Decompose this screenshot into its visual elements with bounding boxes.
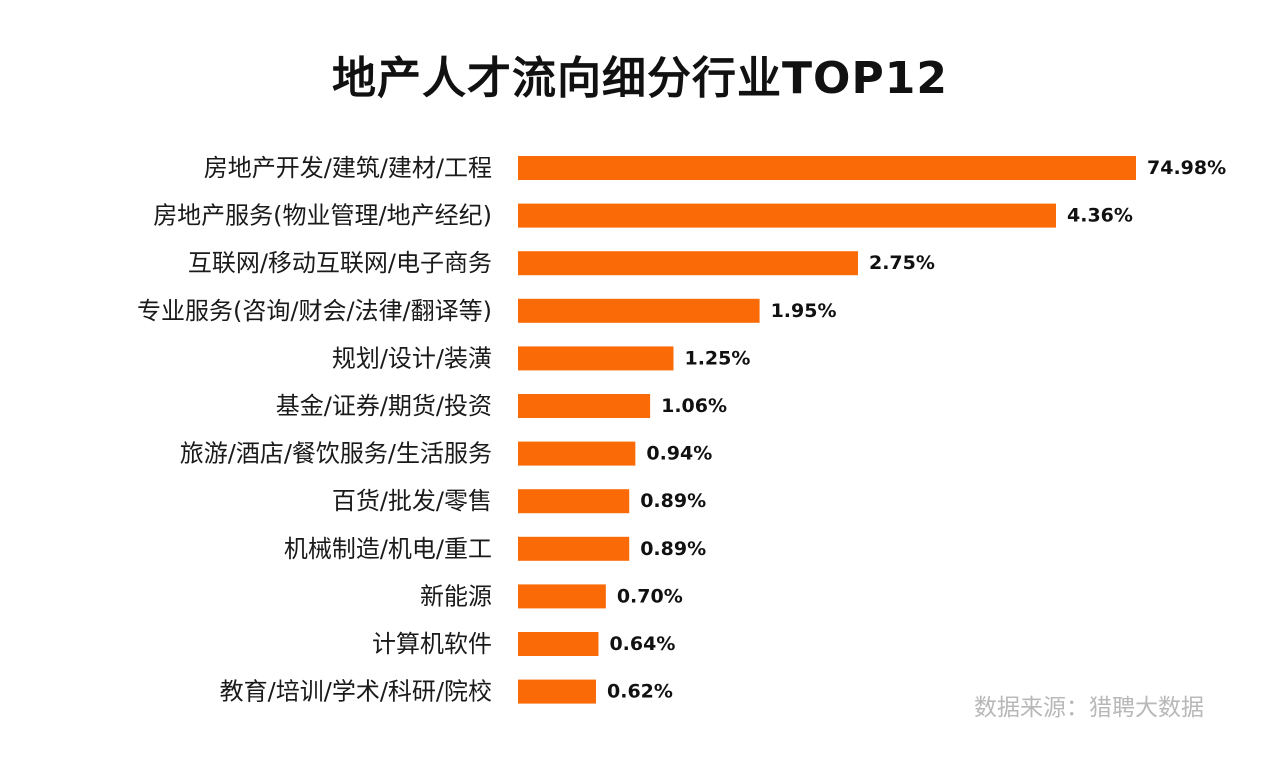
bar bbox=[518, 441, 636, 466]
category-label: 房地产开发/建筑/建材/工程 bbox=[204, 154, 492, 182]
category-label: 互联网/移动互联网/电子商务 bbox=[188, 249, 492, 277]
value-label: 0.89% bbox=[640, 538, 706, 560]
category-label: 规划/设计/装潢 bbox=[332, 344, 492, 372]
bar bbox=[518, 632, 599, 656]
value-label: 2.75% bbox=[869, 252, 935, 274]
category-label: 房地产服务(物业管理/地产经纪) bbox=[153, 202, 492, 230]
value-label: 1.06% bbox=[661, 395, 727, 417]
value-label: 1.25% bbox=[684, 347, 750, 369]
bar bbox=[518, 346, 674, 371]
bar bbox=[518, 203, 1056, 228]
category-label: 旅游/酒店/餐饮服务/生活服务 bbox=[180, 440, 492, 468]
chart-title: 地产人才流向细分行业TOP12 bbox=[332, 53, 948, 104]
value-label: 74.98% bbox=[1147, 157, 1226, 179]
category-label: 专业服务(咨询/财会/法律/翻译等) bbox=[137, 297, 492, 325]
value-label: 1.95% bbox=[771, 300, 837, 322]
bar bbox=[518, 251, 858, 276]
bar bbox=[518, 489, 630, 514]
category-label: 机械制造/机电/重工 bbox=[284, 535, 492, 563]
value-label: 0.94% bbox=[646, 443, 712, 465]
value-label: 4.36% bbox=[1067, 205, 1133, 227]
value-label: 0.70% bbox=[617, 585, 683, 607]
value-label: 0.64% bbox=[609, 633, 675, 655]
category-label: 教育/培训/学术/科研/院校 bbox=[220, 678, 492, 706]
category-label: 计算机软件 bbox=[372, 630, 492, 658]
bar bbox=[518, 584, 606, 609]
category-label: 基金/证券/期货/投资 bbox=[276, 392, 492, 420]
value-label: 0.89% bbox=[640, 490, 706, 512]
bars-layer: 房地产开发/建筑/建材/工程 74.98% 房地产服务(物业管理/地产经纪) 4.36… bbox=[137, 154, 1226, 706]
bar bbox=[518, 156, 1136, 180]
source-note: 数据来源：猎聘大数据 bbox=[974, 695, 1204, 721]
bar bbox=[518, 536, 630, 561]
value-label: 0.62% bbox=[607, 681, 673, 703]
bar bbox=[518, 298, 760, 323]
category-label: 新能源 bbox=[420, 582, 492, 610]
bar bbox=[518, 679, 596, 704]
category-label: 百货/批发/零售 bbox=[332, 487, 492, 515]
bar bbox=[518, 394, 651, 418]
